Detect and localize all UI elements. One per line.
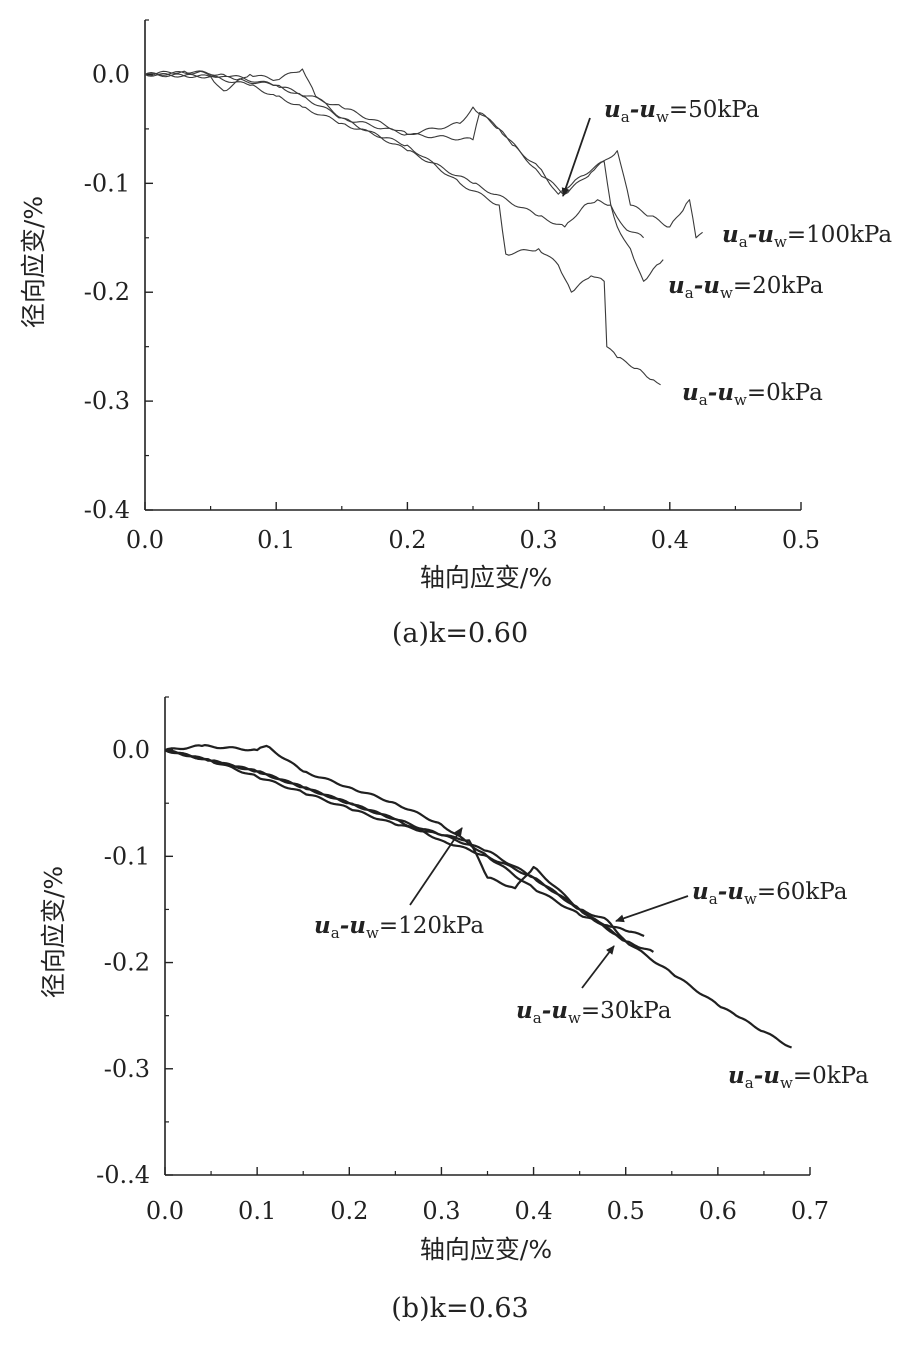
- chart-b-y-tick-label: 0.0: [112, 736, 150, 764]
- chart-b-y-tick-label: -0.2: [104, 949, 150, 977]
- chart-b-arrow-120kpa: [409, 827, 463, 906]
- chart-b-axes: 0.0 0.1 0.2 0.3 0.4 0.5 0.6 0.7 0.0 -0.1 -0.2 -0.3 -…: [96, 696, 829, 1225]
- chart-a-label-100kpa: ua-uw=100kPa: [722, 221, 892, 251]
- chart-b-y-tick-label: -0.1: [104, 842, 150, 870]
- chart-b-x-tick-label: 0.0: [146, 1197, 184, 1225]
- chart-b-label-30kpa: ua-uw=30kPa: [516, 997, 672, 1027]
- chart-a-series-3: [144, 68, 664, 282]
- chart-b-annotation-30kpa: ua-uw=30kPa: [516, 945, 672, 1027]
- chart-a-x-tick-label: 0.2: [388, 526, 426, 554]
- chart-b-y-axis-title: 径向应变/%: [39, 866, 68, 998]
- chart-b-x-tick-label: 0.4: [514, 1197, 552, 1225]
- chart-b-series-3: [164, 749, 627, 943]
- chart-a-series-4: [144, 72, 661, 386]
- chart-a-y-tick-label: -0.3: [84, 387, 130, 415]
- chart-b-annotation-0kpa: ua-uw=0kPa: [728, 1062, 869, 1092]
- chart-a-series: [144, 68, 703, 386]
- chart-a: 0.0 0.1 0.2 0.3 0.4 0.5 0.0 -0.1 -0.2 -0.3 -0.4 轴向…: [19, 19, 892, 649]
- chart-a-label-20kpa: ua-uw=20kPa: [668, 272, 824, 302]
- chart-a-x-tick-label: 0.1: [257, 526, 295, 554]
- chart-b-label-0kpa: ua-uw=0kPa: [728, 1062, 869, 1092]
- chart-a-caption: (a)k=0.60: [392, 618, 528, 649]
- chart-b-arrow-30kpa: [581, 945, 615, 989]
- chart-b-series: [164, 744, 792, 1049]
- chart-b-x-tick-label: 0.7: [791, 1197, 829, 1225]
- chart-a-axes: 0.0 0.1 0.2 0.3 0.4 0.5 0.0 -0.1 -0.2 -0.3 -0.4: [84, 19, 820, 554]
- chart-b: 0.0 0.1 0.2 0.3 0.4 0.5 0.6 0.7 0.0 -0.1 -0.2 -0.3 -…: [39, 696, 869, 1324]
- chart-a-x-tick-label: 0.4: [651, 526, 689, 554]
- chart-a-annotation-20kpa: ua-uw=20kPa: [668, 272, 824, 302]
- chart-a-x-tick-label: 0.5: [782, 526, 820, 554]
- chart-a-annotation-50kpa: ua-uw=50kPa: [561, 96, 760, 197]
- chart-b-series-2: [164, 744, 645, 938]
- chart-b-caption: (b)k=0.63: [391, 1293, 528, 1324]
- chart-b-y-tick-label: -0.3: [104, 1055, 150, 1083]
- chart-b-x-tick-label: 0.5: [607, 1197, 645, 1225]
- chart-a-y-tick-label: -0.1: [84, 169, 130, 197]
- chart-b-x-tick-label: 0.1: [238, 1197, 276, 1225]
- chart-b-x-tick-label: 0.6: [699, 1197, 737, 1225]
- chart-a-y-tick-label: -0.2: [84, 278, 130, 306]
- chart-a-x-tick-label: 0.3: [520, 526, 558, 554]
- chart-a-y-axis-title: 径向应变/%: [19, 196, 48, 328]
- chart-b-arrow-60kpa: [615, 895, 689, 923]
- chart-a-y-tick-label: -0.4: [84, 496, 130, 524]
- chart-b-series-4: [164, 749, 792, 1049]
- chart-a-label-0kpa: ua-uw=0kPa: [682, 379, 823, 409]
- chart-b-x-axis-title: 轴向应变/%: [420, 1235, 552, 1264]
- chart-b-y-tick-label: -0..4: [96, 1161, 150, 1189]
- chart-a-annotation-100kpa: ua-uw=100kPa: [722, 221, 892, 251]
- chart-a-label-50kpa: ua-uw=50kPa: [604, 96, 760, 126]
- chart-a-x-tick-label: 0.0: [126, 526, 164, 554]
- chart-b-annotation-120kpa: ua-uw=120kPa: [314, 827, 484, 942]
- chart-a-y-tick-label: 0.0: [92, 60, 130, 88]
- chart-a-x-axis-title: 轴向应变/%: [420, 563, 552, 592]
- chart-a-series-1: [144, 70, 645, 239]
- chart-b-x-tick-label: 0.3: [422, 1197, 460, 1225]
- chart-a-annotation-0kpa: ua-uw=0kPa: [682, 379, 823, 409]
- chart-b-x-tick-label: 0.2: [330, 1197, 368, 1225]
- chart-b-label-60kpa: ua-uw=60kPa: [692, 878, 848, 908]
- chart-a-arrow-50kpa: [561, 117, 591, 197]
- chart-b-annotation-60kpa: ua-uw=60kPa: [615, 878, 848, 923]
- chart-b-label-120kpa: ua-uw=120kPa: [314, 912, 484, 942]
